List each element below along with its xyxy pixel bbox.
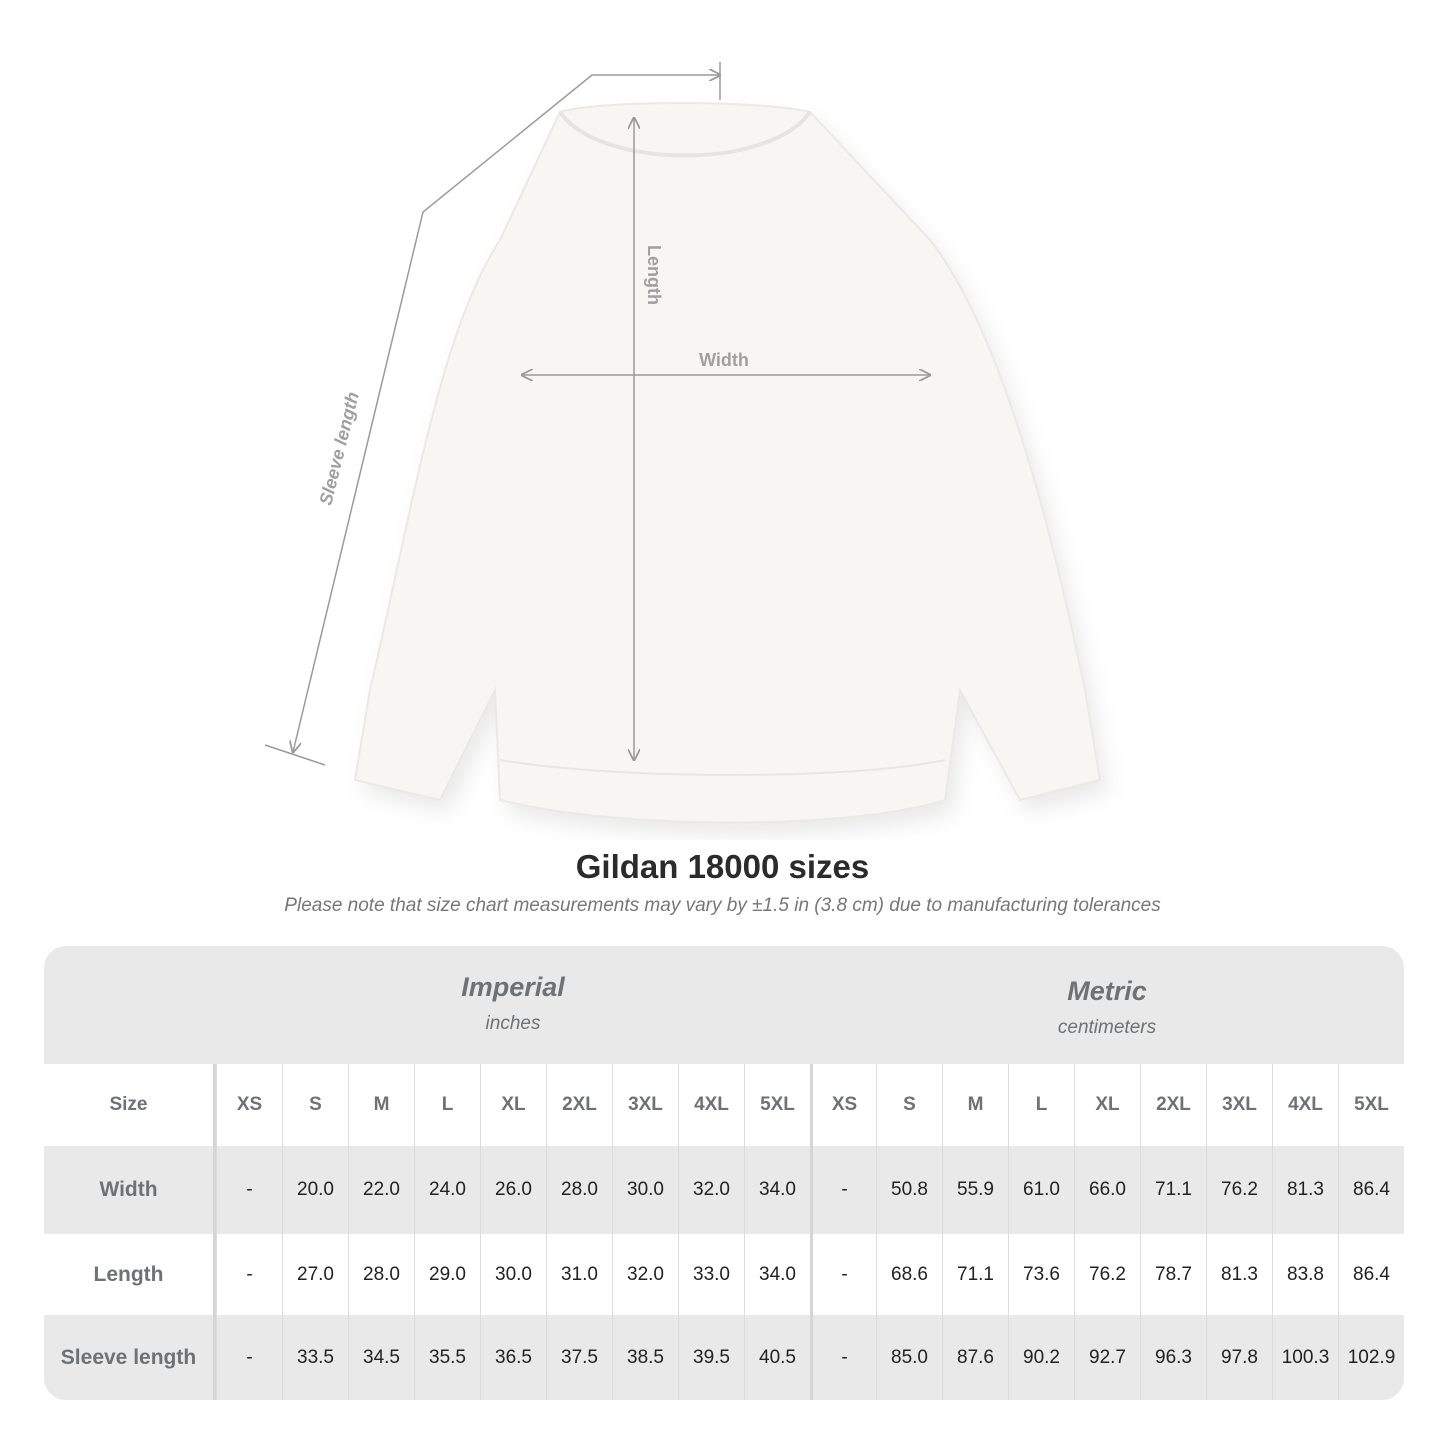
metric-cell: 97.8: [1206, 1315, 1272, 1400]
metric-cell: 71.1: [1140, 1146, 1206, 1234]
metric-cell: L: [1008, 1064, 1074, 1146]
metric-cell: 76.2: [1074, 1234, 1140, 1315]
table-row: Width -20.0 22.0 24.0 26.0 28.0 30.0 32.0 34.0-5…: [44, 1146, 1404, 1234]
metric-cell: -: [810, 1315, 876, 1400]
metric-cell: 92.7: [1074, 1315, 1140, 1400]
metric-cell: 2XL: [1140, 1064, 1206, 1146]
imperial-cell: 34.5: [348, 1315, 414, 1400]
sweatshirt-diagram: Length Width Sleeve length: [264, 62, 1108, 835]
imperial-cell: 28.0: [546, 1146, 612, 1234]
row-label: Width: [44, 1146, 216, 1234]
metric-cell: 87.6: [942, 1315, 1008, 1400]
imperial-cell: 29.0: [414, 1234, 480, 1315]
metric-cell: 78.7: [1140, 1234, 1206, 1315]
imperial-cell: 2XL: [546, 1064, 612, 1146]
table-row: Length -27.0 28.0 29.0 30.0 31.0 32.0 33.0 34.0-…: [44, 1234, 1404, 1315]
imperial-cell: 4XL: [678, 1064, 744, 1146]
imperial-cell: -: [216, 1234, 282, 1315]
metric-cell: 76.2: [1206, 1146, 1272, 1234]
metric-unit: centimeters: [1057, 1017, 1157, 1038]
metric-cell: 86.4: [1338, 1234, 1404, 1315]
imperial-cell: 35.5: [414, 1315, 480, 1400]
metric-cell: -: [810, 1146, 876, 1234]
imperial-cell: 26.0: [480, 1146, 546, 1234]
imperial-cell: 31.0: [546, 1234, 612, 1315]
imperial-cell: XL: [480, 1064, 546, 1146]
metric-header: Metric centimeters: [810, 946, 1404, 1094]
sweatshirt-waistband: [499, 759, 946, 776]
imperial-cell: L: [414, 1064, 480, 1146]
metric-cell: M: [942, 1064, 1008, 1146]
metric-cell: 3XL: [1206, 1064, 1272, 1146]
metric-cell: XL: [1074, 1064, 1140, 1146]
metric-cell: 81.3: [1206, 1234, 1272, 1315]
metric-cell: 102.9: [1338, 1315, 1404, 1400]
imperial-cell: 30.0: [612, 1146, 678, 1234]
length-label: Length: [644, 245, 664, 305]
imperial-cell: 27.0: [282, 1234, 348, 1315]
metric-cell: 55.9: [942, 1146, 1008, 1234]
row-label: Size: [44, 1064, 216, 1146]
imperial-cell: 20.0: [282, 1146, 348, 1234]
metric-cell: -: [810, 1234, 876, 1315]
metric-cell: 66.0: [1074, 1146, 1140, 1234]
metric-cell: 5XL: [1338, 1064, 1404, 1146]
metric-cell: 68.6: [876, 1234, 942, 1315]
table-row: Sleeve length -33.5 34.5 35.5 36.5 37.5 38.5 39…: [44, 1315, 1404, 1400]
width-label: Width: [699, 350, 749, 370]
imperial-cell: 33.0: [678, 1234, 744, 1315]
metric-title: Metric: [1067, 976, 1147, 1006]
imperial-cell: -: [216, 1146, 282, 1234]
chart-title: Gildan 18000 sizes: [575, 848, 870, 885]
sweatshirt-body: [353, 102, 1102, 824]
metric-cell: S: [876, 1064, 942, 1146]
imperial-cell: 28.0: [348, 1234, 414, 1315]
sleeve-length-line: [264, 62, 720, 766]
imperial-cell: S: [282, 1064, 348, 1146]
imperial-cell: 30.0: [480, 1234, 546, 1315]
imperial-cell: 22.0: [348, 1146, 414, 1234]
imperial-cell: M: [348, 1064, 414, 1146]
imperial-cell: 39.5: [678, 1315, 744, 1400]
row-label: Sleeve length: [44, 1315, 216, 1400]
size-table: Imperial inches Metric centimeters Size X…: [44, 946, 1404, 1400]
metric-cell: 86.4: [1338, 1146, 1404, 1234]
row-label: Length: [44, 1234, 216, 1315]
metric-cell: 85.0: [876, 1315, 942, 1400]
metric-cell: XS: [810, 1064, 876, 1146]
metric-cell: 100.3: [1272, 1315, 1338, 1400]
imperial-cell: 32.0: [678, 1146, 744, 1234]
imperial-cell: 5XL: [744, 1064, 810, 1146]
imperial-cell: 34.0: [744, 1146, 810, 1234]
imperial-cell: 32.0: [612, 1234, 678, 1315]
imperial-cell: 40.5: [744, 1315, 810, 1400]
imperial-cell: 36.5: [480, 1315, 546, 1400]
metric-cell: 4XL: [1272, 1064, 1338, 1146]
metric-cell: 61.0: [1008, 1146, 1074, 1234]
tolerance-note: Please note that size chart measurements…: [284, 895, 1161, 916]
metric-cell: 81.3: [1272, 1146, 1338, 1234]
imperial-cell: 3XL: [612, 1064, 678, 1146]
imperial-cell: 38.5: [612, 1315, 678, 1400]
metric-cell: 96.3: [1140, 1315, 1206, 1400]
imperial-header: Imperial inches: [216, 946, 810, 1090]
size-header-row: Size XS S M L XL 2XL 3XL 4XL 5XL XS S M L XL 2XL 3XL 4XL 5…: [44, 1064, 1404, 1146]
metric-cell: 50.8: [876, 1146, 942, 1234]
imperial-cell: 37.5: [546, 1315, 612, 1400]
imperial-cell: 24.0: [414, 1146, 480, 1234]
imperial-cell: 34.0: [744, 1234, 810, 1315]
imperial-title: Imperial: [461, 972, 565, 1002]
metric-cell: 90.2: [1008, 1315, 1074, 1400]
imperial-cell: -: [216, 1315, 282, 1400]
imperial-unit: inches: [485, 1013, 541, 1034]
imperial-cell: 33.5: [282, 1315, 348, 1400]
metric-cell: 71.1: [942, 1234, 1008, 1315]
metric-cell: 73.6: [1008, 1234, 1074, 1315]
metric-cell: 83.8: [1272, 1234, 1338, 1315]
imperial-cell: XS: [216, 1064, 282, 1146]
